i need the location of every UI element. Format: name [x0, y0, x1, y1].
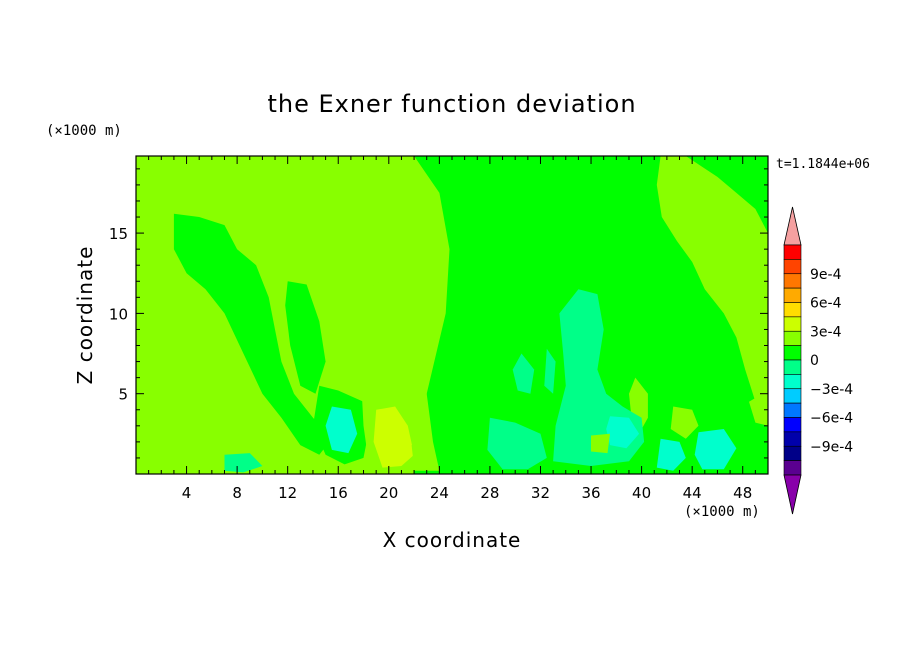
y-tick-label: 10 [109, 305, 128, 323]
contour-region-8 [136, 337, 219, 471]
x-tick-label: 44 [683, 484, 702, 502]
colorbar-band [783, 402, 802, 418]
contour-region-2 [685, 156, 768, 234]
y-unit-label: (×1000 m) [46, 123, 122, 139]
colorbar-label: −9e-4 [810, 439, 853, 455]
contour-fill-layer [136, 156, 768, 474]
colorbar-bottom-triangle [783, 474, 802, 515]
y-tick-label: 15 [109, 225, 128, 243]
x-tick-label: 8 [232, 484, 242, 502]
contour-region-16 [325, 406, 358, 454]
colorbar-label: 6e-4 [810, 296, 842, 312]
contour-region-21 [411, 441, 430, 468]
contour-region-3 [173, 213, 332, 455]
colorbar-band [783, 359, 802, 375]
colorbar-band [783, 287, 802, 303]
time-label: t=1.1844e+06 [776, 157, 870, 172]
colorbar-band [783, 431, 802, 447]
contour-region-13 [512, 353, 535, 394]
contour-region-22 [591, 433, 610, 454]
colorbar-band [783, 259, 802, 275]
colorbar-label: −6e-4 [810, 411, 853, 427]
contour-region-20 [224, 453, 263, 473]
colorbar-band [783, 445, 802, 461]
colorbar-label: 0 [810, 353, 819, 369]
contour-region-11 [749, 390, 768, 426]
x-tick-label: 36 [581, 484, 600, 502]
x-tick-label: 4 [182, 484, 192, 502]
contour-region-19 [694, 429, 737, 470]
colorbar-band [783, 302, 802, 318]
contour-region-10 [670, 406, 699, 439]
contour-region-15 [487, 417, 547, 470]
colorbar-band [783, 417, 802, 433]
x-tick-label: 12 [278, 484, 297, 502]
colorbar-label: −3e-4 [810, 382, 853, 398]
y-tick-label: 5 [118, 386, 128, 404]
x-tick-label: 48 [733, 484, 752, 502]
colorbar-band [783, 460, 802, 476]
colorbar-top-triangle [783, 206, 802, 246]
contour-region-17 [606, 416, 640, 449]
contour-region-18 [656, 438, 686, 471]
contour-region-7 [373, 406, 415, 468]
x-tick-label: 32 [531, 484, 550, 502]
colorbar-band [783, 273, 802, 289]
colorbar-band [783, 345, 802, 361]
colorbar: 9e-4 6e-4 3e-4 0 −3e-4 −6e-4 −9e-4 [783, 206, 853, 515]
contour-region-4 [285, 281, 326, 394]
colorbar-band [783, 374, 802, 390]
chart-title: the Exner function deviation [267, 90, 636, 118]
x-tick-label: 28 [480, 484, 499, 502]
colorbar-band [783, 388, 802, 404]
y-axis-label: Z coordinate [73, 246, 97, 385]
x-tick-label: 40 [632, 484, 651, 502]
x-axis-label: X coordinate [383, 528, 522, 552]
colorbar-band [783, 244, 802, 260]
x-unit-label: (×1000 m) [684, 504, 760, 520]
colorbar-label: 9e-4 [810, 267, 842, 283]
colorbar-band [783, 316, 802, 332]
colorbar-band [783, 330, 802, 346]
colorbar-label: 3e-4 [810, 324, 842, 340]
x-tick-label: 20 [379, 484, 398, 502]
x-tick-label: 24 [430, 484, 449, 502]
contour-region-14 [544, 348, 556, 394]
x-tick-label: 16 [329, 484, 348, 502]
